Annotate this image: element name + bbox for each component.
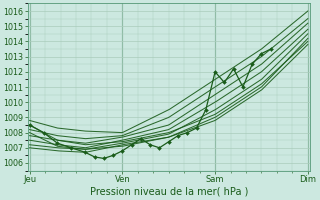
X-axis label: Pression niveau de la mer( hPa ): Pression niveau de la mer( hPa ) bbox=[90, 187, 248, 197]
